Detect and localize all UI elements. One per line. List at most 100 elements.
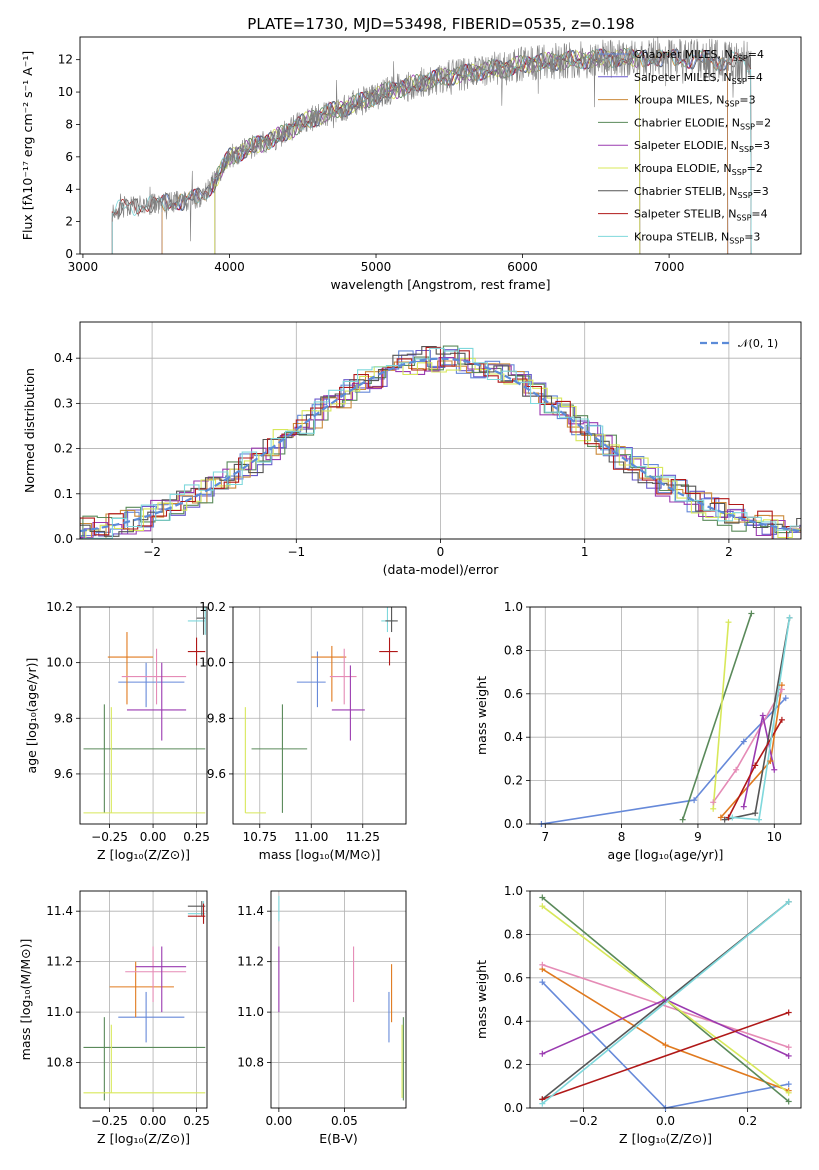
y-tick-label: 10.8	[237, 1056, 264, 1070]
x-tick-label: 6000	[507, 260, 538, 274]
histogram-series	[80, 346, 801, 537]
x-axis-label: wavelength [Angstrom, rest frame]	[330, 277, 550, 292]
x-tick-label: 10.75	[243, 830, 277, 844]
histogram-series	[80, 357, 801, 539]
plot-area	[111, 37, 752, 254]
panel-age_vs_Z: −0.25 0.00 0.25 9.6 9.8 10.0 10.2 Z [log₁₀(Z/Z⊙…	[24, 600, 210, 862]
massweight-line	[541, 697, 787, 824]
y-tick-label: 11.4	[46, 904, 73, 918]
y-tick-label: 0.4	[504, 730, 523, 744]
x-tick-label: 2	[725, 545, 733, 559]
y-tick-label: 11.2	[46, 955, 73, 969]
axes-frame	[270, 890, 407, 1109]
data-spectrum-line	[111, 37, 752, 242]
x-tick-label: 5000	[361, 260, 392, 274]
x-tick-label: 4000	[214, 260, 245, 274]
y-tick-label: 11.2	[237, 955, 264, 969]
normal-curve	[80, 357, 801, 533]
y-tick-label: 9.8	[207, 711, 226, 725]
legend-label: Salpeter STELIB, NSSP=4	[634, 208, 768, 223]
histogram-series	[80, 360, 801, 539]
panel-mass_vs_Z: −0.25 0.00 0.25 10.8 11.0 11.2 11.4 Z [log₁₀(Z/…	[18, 890, 210, 1146]
y-tick-label: 0.8	[504, 643, 523, 657]
axes-frame	[529, 890, 802, 1109]
massweight-line	[542, 1011, 789, 1101]
y-tick-label: 0.8	[504, 927, 523, 941]
massweight-line	[681, 613, 753, 820]
plot-area	[83, 901, 206, 1101]
plot-area	[244, 607, 398, 814]
y-tick-label: 0.2	[504, 1058, 523, 1072]
y-tick-label: 0.0	[504, 817, 523, 831]
y-axis-label: mass weight	[474, 960, 489, 1039]
plot-area	[541, 896, 790, 1108]
x-axis-label: mass [log₁₀(M/M⊙)]	[259, 847, 381, 862]
massweight-line	[542, 964, 789, 1048]
x-tick-label: −0.2	[569, 1114, 598, 1128]
x-tick-label: −2	[143, 545, 161, 559]
y-tick-label: 2	[65, 215, 73, 229]
y-tick-label: 9.6	[207, 767, 226, 781]
x-axis-label: (data-model)/error	[383, 562, 500, 577]
x-tick-label: 3000	[68, 260, 99, 274]
panel-massweight_vs_Z: −0.2 0.0 0.2 0.0 0.2 0.4 0.6 0.8 1.0 Z [log₁₀(Z/Z…	[474, 884, 802, 1146]
y-axis-label: mass [log₁₀(M/M⊙)]	[18, 939, 33, 1061]
x-tick-label: 1	[581, 545, 589, 559]
axes-frame	[529, 606, 802, 825]
x-tick-label: 0.00	[266, 1114, 293, 1128]
x-tick-label: 11.25	[346, 830, 380, 844]
y-axis-label: age [log₁₀(age/yr)]	[24, 658, 39, 774]
legend-label: Kroupa STELIB, NSSP=3	[634, 230, 760, 245]
x-tick-label: 10	[767, 830, 782, 844]
x-tick-label: 9	[694, 830, 702, 844]
plot-area	[80, 345, 801, 539]
x-tick-label: 8	[618, 830, 626, 844]
x-tick-label: 0.25	[183, 830, 210, 844]
y-tick-label: 0.6	[504, 687, 523, 701]
x-axis-label: Z [log₁₀(Z/Z⊙)]	[97, 1131, 190, 1146]
legend-label: Chabrier ELODIE, NSSP=2	[634, 116, 771, 131]
legend-label: Chabrier MILES, NSSP=4	[634, 48, 764, 63]
plot-area	[541, 613, 791, 824]
x-tick-label: 0.0	[656, 1114, 675, 1128]
y-tick-label: 10.0	[46, 656, 73, 670]
x-axis-label: E(B-V)	[319, 1131, 358, 1146]
histogram-series	[80, 357, 801, 539]
x-axis-label: Z [log₁₀(Z/Z⊙)]	[619, 1131, 712, 1146]
y-tick-label: 10.8	[46, 1056, 73, 1070]
y-tick-label: 8	[65, 117, 73, 131]
legend-label: Salpeter MILES, NSSP=4	[634, 71, 763, 86]
x-tick-label: −0.25	[91, 1114, 128, 1128]
y-tick-label: 10.2	[46, 600, 73, 614]
y-tick-label: 0.3	[54, 396, 73, 410]
y-tick-label: 0.0	[504, 1101, 523, 1115]
x-axis-label: age [log₁₀(age/yr)]	[608, 847, 724, 862]
y-tick-label: 1.0	[504, 884, 523, 898]
massweight-line	[541, 981, 789, 1108]
y-tick-label: 9.8	[54, 711, 73, 725]
x-tick-label: 7	[541, 830, 549, 844]
legend-label: Chabrier STELIB, NSSP=3	[634, 185, 769, 200]
x-tick-label: 0.25	[183, 1114, 210, 1128]
massweight-line	[712, 622, 730, 809]
y-tick-label: 0	[65, 247, 73, 261]
axes-frame	[79, 606, 208, 825]
y-tick-label: 9.6	[54, 767, 73, 781]
y-tick-label: 11.4	[237, 904, 264, 918]
y-tick-label: 4	[65, 182, 73, 196]
x-tick-label: −0.25	[91, 830, 128, 844]
y-tick-label: 11.0	[46, 1005, 73, 1019]
y-tick-label: 12	[58, 53, 73, 67]
x-tick-label: 0.00	[140, 830, 167, 844]
y-axis-label: Flux [fλ10⁻¹⁷ erg cm⁻² s⁻¹ A⁻¹]	[20, 51, 35, 240]
axes-frame	[79, 321, 802, 540]
x-axis-label: Z [log₁₀(Z/Z⊙)]	[97, 847, 190, 862]
legend-label: 𝒩(0, 1)	[738, 337, 778, 350]
x-tick-label: 0.2	[738, 1114, 757, 1128]
axes-frame	[79, 36, 802, 255]
massweight-line	[732, 617, 791, 821]
panel-residuals: −2 −1 0 1 2 0.0 0.1 0.2 0.3 0.4 (data-model)/error…	[22, 321, 802, 577]
panel-mass_vs_ebv: 0.00 0.05 10.8 11.0 11.2 11.4 E(B-V)	[237, 890, 407, 1146]
legend-label: Kroupa ELODIE, NSSP=2	[634, 162, 763, 177]
